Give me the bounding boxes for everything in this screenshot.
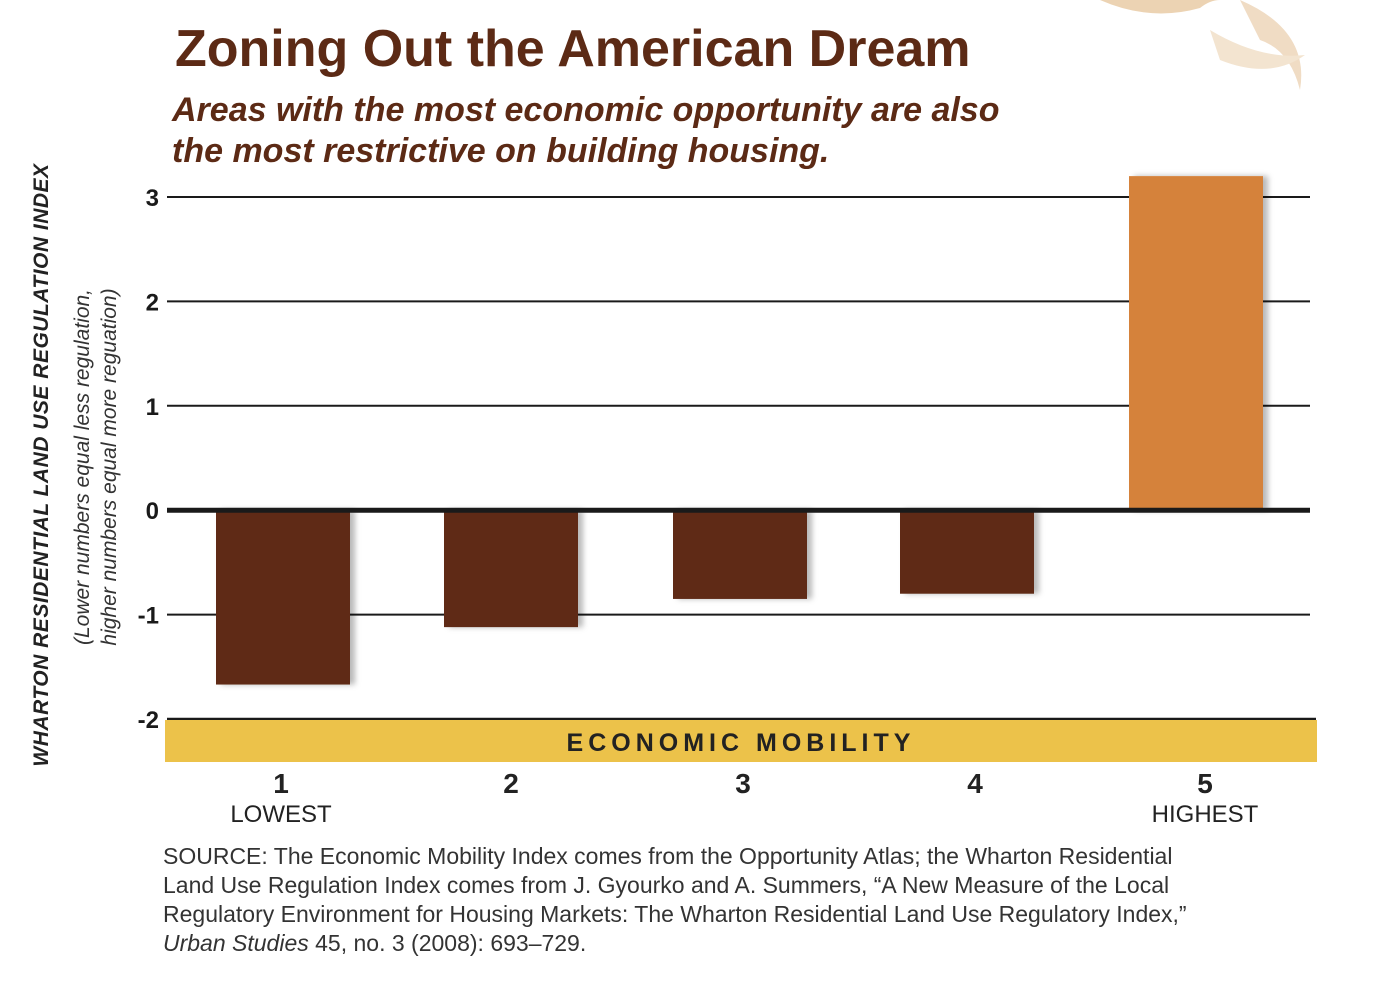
source-line-2: Land Use Regulation Index comes from J. …: [163, 872, 1170, 898]
chart-subtitle: Areas with the most economic opportunity…: [172, 90, 1152, 172]
y-tick-label: 1: [146, 394, 159, 421]
category-number-4: 4: [967, 768, 983, 799]
source-line-4: Urban Studies 45, no. 3 (2008): 693–729.: [163, 929, 1333, 958]
chart-subtitle-line-2: the most restrictive on building housing…: [172, 132, 830, 170]
x-axis-band: ECONOMIC MOBILITY: [165, 720, 1317, 762]
source-line-1: SOURCE: The Economic Mobility Index come…: [163, 843, 1173, 869]
category-number-3: 3: [735, 768, 751, 799]
y-tick-label: -2: [138, 707, 159, 734]
y-tick-label: 0: [146, 498, 159, 525]
bar-4: [900, 510, 1034, 594]
y-tick-label: -1: [138, 603, 159, 630]
source-journal: Urban Studies: [163, 930, 309, 956]
chart-title: Zoning Out the American Dream: [175, 20, 971, 78]
category-label-1: 1 LOWEST: [181, 768, 381, 830]
category-number-1: 1: [273, 768, 289, 799]
y-tick-label: 3: [146, 185, 159, 212]
y-tick-label: 2: [146, 289, 159, 316]
chart-subtitle-line-1: Areas with the most economic opportunity…: [172, 91, 1000, 129]
bars: [216, 176, 1263, 685]
category-number-2: 2: [503, 768, 519, 799]
category-label-3: 3: [643, 768, 843, 800]
bar-3: [673, 510, 807, 599]
category-number-5: 5: [1197, 768, 1213, 799]
bar-2: [444, 510, 578, 628]
category-sublabel-lowest: LOWEST: [230, 801, 332, 828]
x-axis-label: ECONOMIC MOBILITY: [566, 729, 916, 757]
source-line-3: Regulatory Environment for Housing Marke…: [163, 901, 1187, 927]
bar-chart: 3 2 1 0 -1 -2: [138, 176, 1316, 734]
category-label-2: 2: [411, 768, 611, 800]
decorative-illustration: [1100, 0, 1305, 90]
source-citation: 45, no. 3 (2008): 693–729.: [308, 930, 587, 956]
y-axis-ticks: 3 2 1 0 -1 -2: [138, 185, 159, 734]
source-note: SOURCE: The Economic Mobility Index come…: [163, 842, 1333, 958]
gridlines: [167, 196, 1316, 721]
category-label-4: 4: [875, 768, 1075, 800]
category-label-5: 5 HIGHEST: [1105, 768, 1305, 830]
category-sublabel-highest: HIGHEST: [1151, 801, 1259, 828]
bar-1: [216, 510, 350, 685]
bar-5: [1129, 176, 1263, 511]
